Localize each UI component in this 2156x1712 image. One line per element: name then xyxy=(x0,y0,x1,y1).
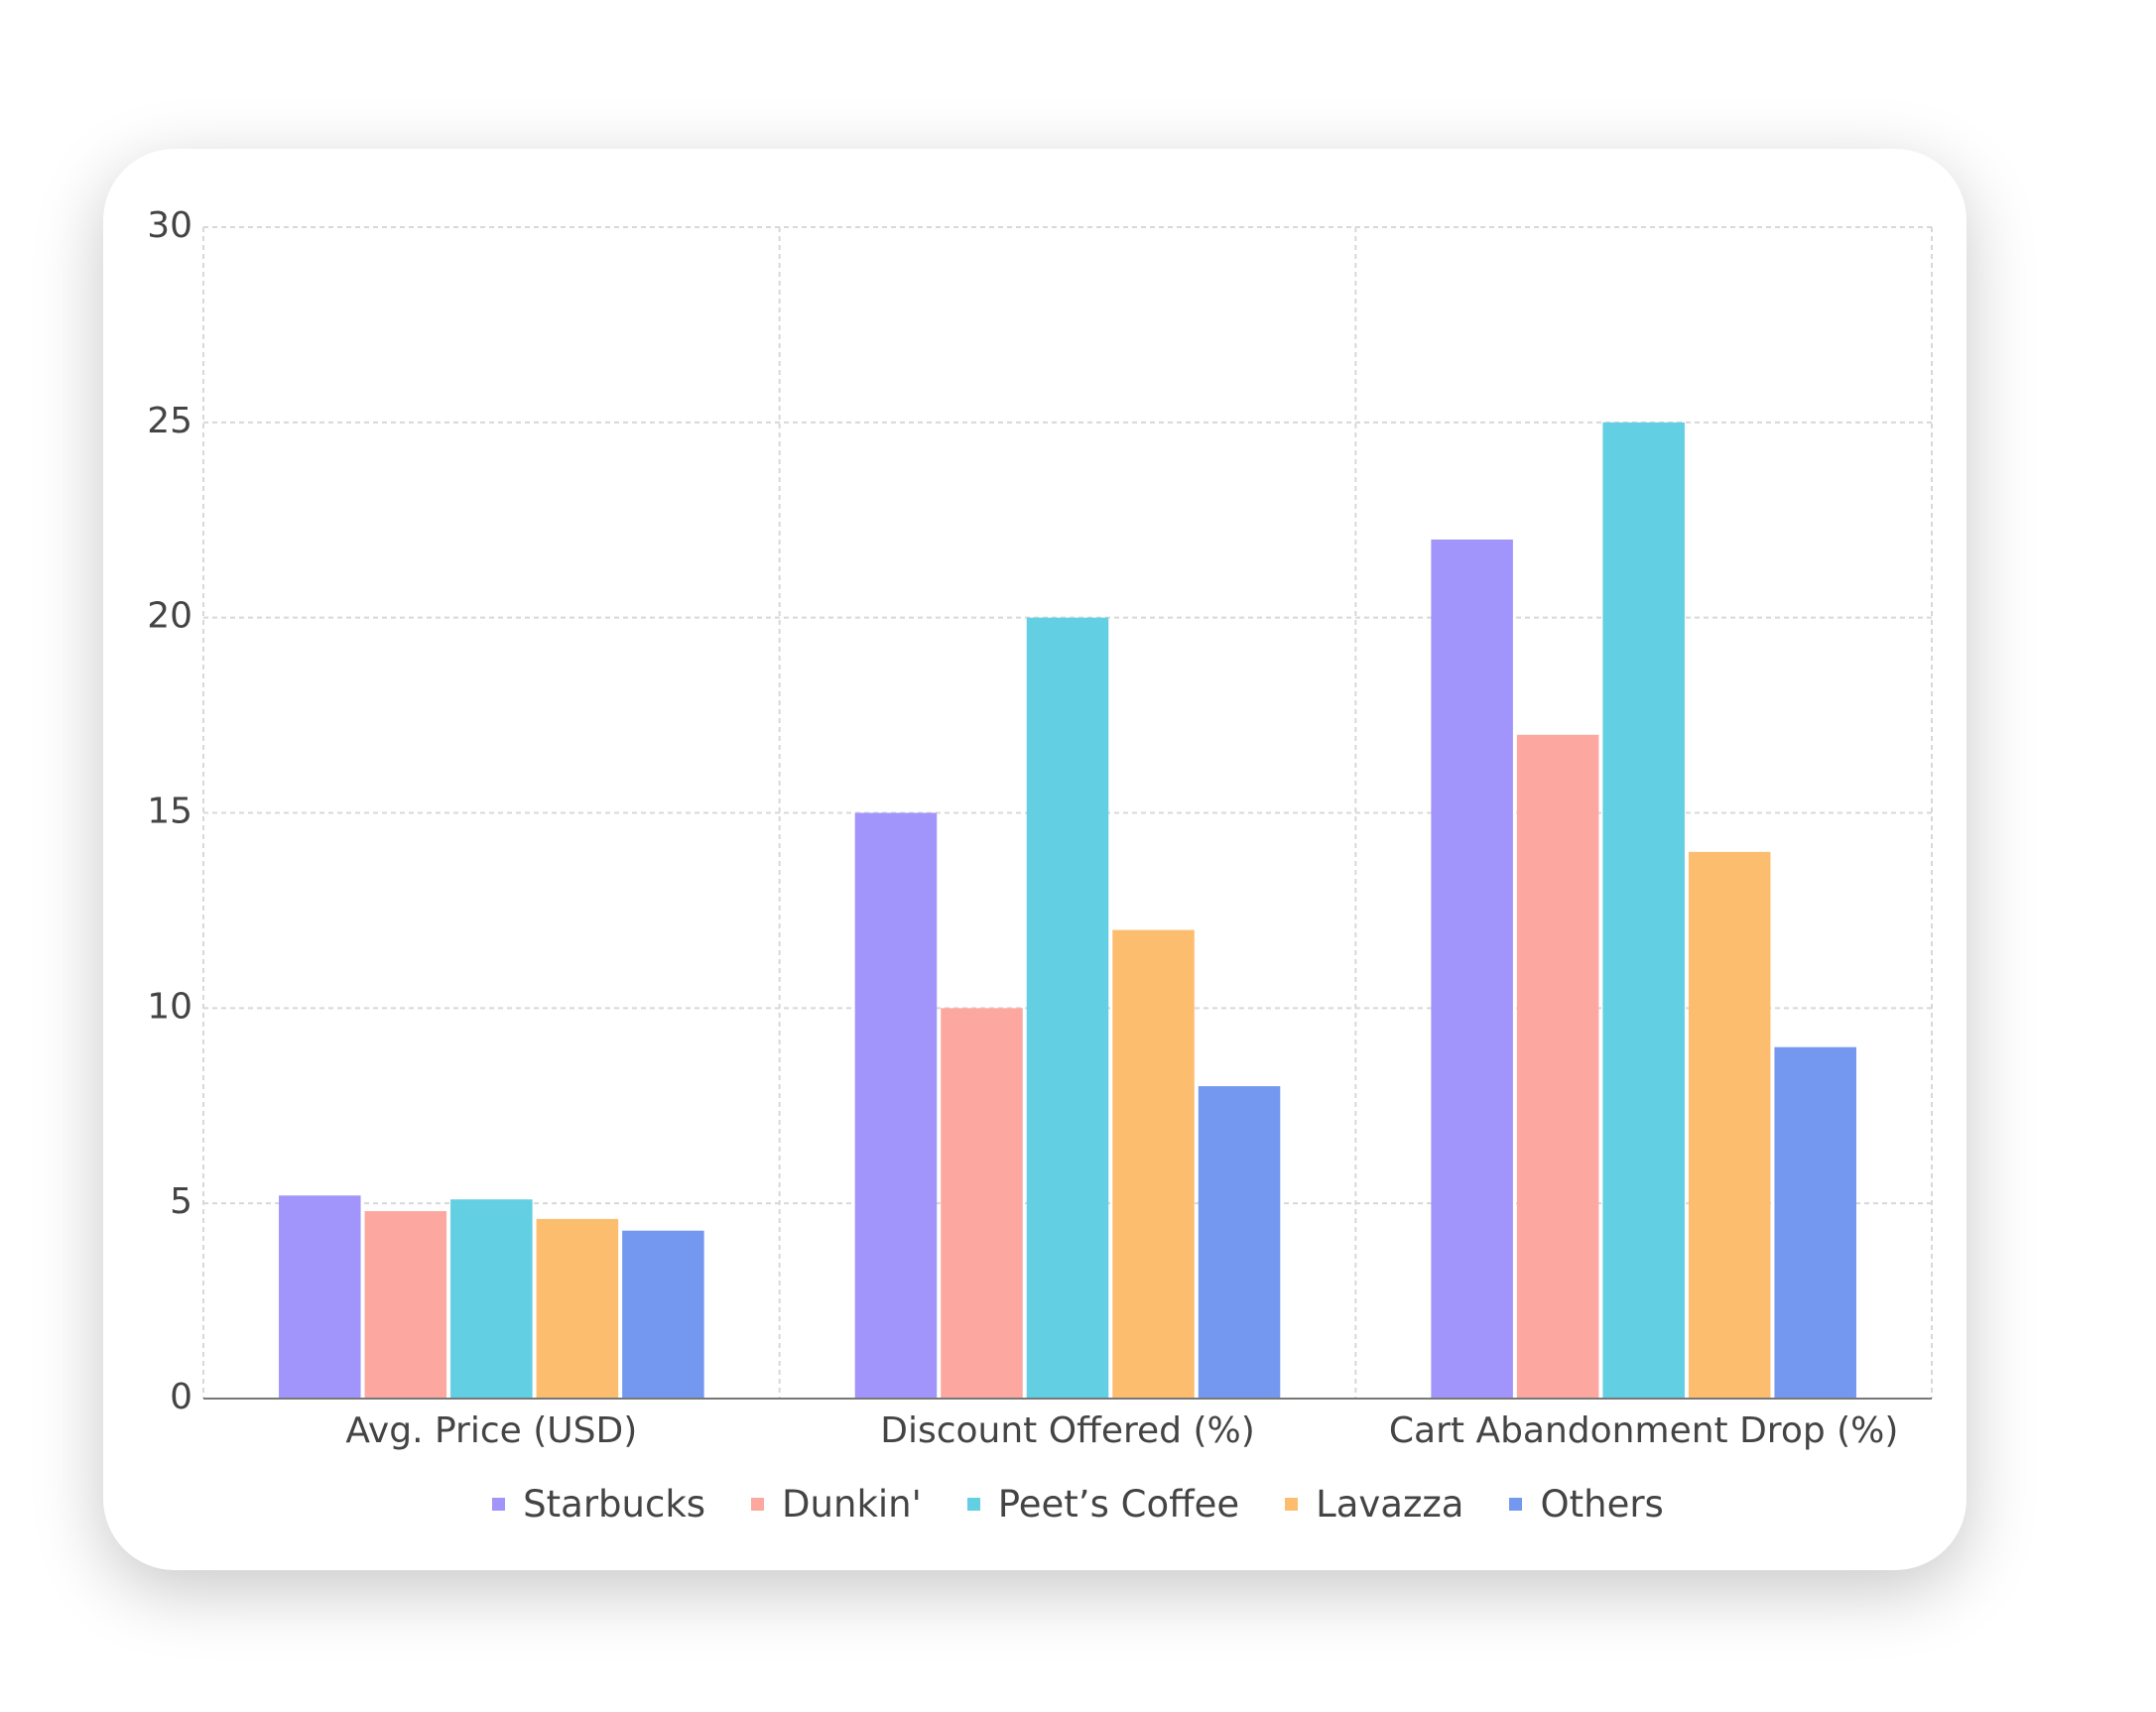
legend-label: Peet’s Coffee xyxy=(997,1482,1240,1526)
bar xyxy=(1198,1086,1281,1399)
y-tick-label: 5 xyxy=(170,1181,192,1222)
legend-item: Peet’s Coffee xyxy=(966,1482,1240,1526)
bar xyxy=(1516,734,1599,1399)
y-tick-label: 0 xyxy=(170,1377,192,1417)
legend: Starbucks Dunkin' Peet’s Coffee Lavazza Othe… xyxy=(0,1480,2156,1528)
legend-item: Lavazza xyxy=(1285,1483,1463,1526)
legend-swatch xyxy=(492,1497,506,1511)
legend-swatch xyxy=(1509,1497,1523,1511)
bar xyxy=(1026,617,1109,1399)
legend-item: Others xyxy=(1509,1482,1664,1526)
y-tick-label: 25 xyxy=(147,401,192,441)
x-tick-label: Cart Abandonment Drop (%) xyxy=(1389,1410,1899,1451)
y-tick-label: 20 xyxy=(147,596,192,637)
y-tick-label: 10 xyxy=(147,986,192,1027)
legend-swatch xyxy=(966,1497,980,1511)
bar xyxy=(854,812,938,1399)
y-tick-label: 15 xyxy=(147,792,192,832)
x-tick-label: Discount Offered (%) xyxy=(880,1410,1255,1451)
bar xyxy=(1431,539,1513,1399)
y-tick-label: 30 xyxy=(147,205,192,246)
bar xyxy=(1112,929,1195,1399)
bar xyxy=(1602,422,1685,1399)
bar xyxy=(364,1211,447,1399)
legend-label: Starbucks xyxy=(523,1482,706,1526)
legend-item: Starbucks xyxy=(492,1483,705,1526)
legend-label: Others xyxy=(1540,1482,1664,1526)
legend-swatch xyxy=(751,1497,765,1511)
bar xyxy=(450,1199,533,1399)
bar xyxy=(941,1008,1023,1399)
legend-swatch xyxy=(1285,1497,1299,1511)
bar xyxy=(1774,1046,1856,1399)
bar xyxy=(279,1195,361,1399)
legend-label: Lavazza xyxy=(1316,1482,1464,1526)
bar xyxy=(1688,851,1771,1399)
legend-item: Dunkin' xyxy=(751,1483,922,1526)
bar xyxy=(536,1218,619,1399)
bar xyxy=(622,1230,704,1399)
legend-label: Dunkin' xyxy=(782,1482,922,1526)
x-tick-label: Avg. Price (USD) xyxy=(345,1410,637,1451)
